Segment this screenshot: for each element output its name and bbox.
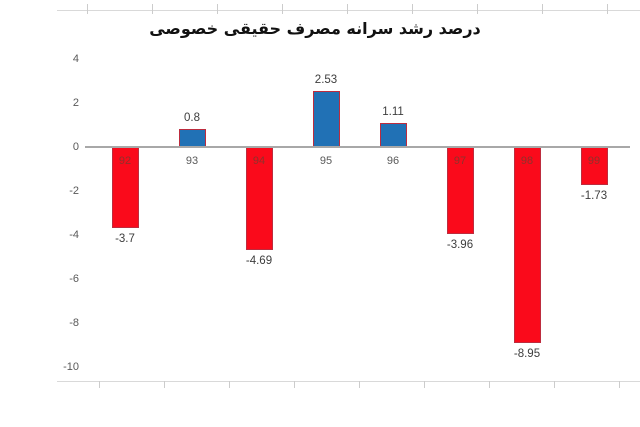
adjacent-axis-tick-bottom	[489, 381, 490, 388]
bar-95	[312, 91, 340, 147]
category-label-93: 93	[185, 155, 199, 167]
adjacent-axis-tick-bottom	[359, 381, 360, 388]
value-label-95: 2.53	[314, 74, 338, 87]
y-axis-label--8: -8	[69, 316, 79, 329]
x-axis-zero-line	[85, 145, 630, 148]
y-axis-label--6: -6	[69, 272, 79, 285]
category-label-94: 94	[252, 155, 266, 167]
bar-98	[513, 147, 541, 344]
bar-93	[178, 129, 206, 147]
category-label-95: 95	[319, 155, 333, 167]
adjacent-axis-tick-top	[412, 4, 413, 14]
adjacent-axis-tick-bottom	[424, 381, 425, 388]
adjacent-axis-tick-top	[152, 4, 153, 14]
category-label-92: 92	[118, 155, 132, 167]
y-axis-label--10: -10	[63, 360, 79, 373]
value-label-97: -3.96	[446, 238, 474, 251]
adjacent-axis-tick-bottom	[294, 381, 295, 388]
adjacent-chart-axis-bottom	[57, 381, 640, 382]
adjacent-axis-tick-top	[347, 4, 348, 14]
adjacent-axis-tick-top	[282, 4, 283, 14]
adjacent-axis-tick-top	[87, 4, 88, 14]
adjacent-axis-tick-top	[607, 4, 608, 14]
bar-99	[580, 147, 608, 185]
adjacent-chart-axis-top	[57, 10, 640, 11]
bar-94	[245, 147, 273, 250]
value-label-94: -4.69	[245, 254, 273, 267]
value-label-93: 0.8	[184, 112, 200, 125]
bar-97	[446, 147, 474, 234]
chart-title: درصد رشد سرانه مصرف حقیقی خصوصی	[149, 19, 481, 38]
value-label-98: -8.95	[513, 348, 541, 361]
bar-96	[379, 122, 407, 147]
y-axis-label-2: 2	[72, 97, 79, 110]
adjacent-axis-tick-bottom	[164, 381, 165, 388]
adjacent-axis-tick-bottom	[619, 381, 620, 388]
adjacent-axis-tick-bottom	[554, 381, 555, 388]
y-axis-label--4: -4	[69, 228, 79, 241]
adjacent-axis-tick-top	[542, 4, 543, 14]
value-label-99: -1.73	[580, 189, 608, 202]
adjacent-axis-tick-bottom	[99, 381, 100, 388]
adjacent-axis-tick-top	[217, 4, 218, 14]
adjacent-axis-tick-bottom	[229, 381, 230, 388]
value-label-96: 1.11	[382, 105, 404, 118]
y-axis-label--2: -2	[69, 184, 79, 197]
y-axis-label-0: 0	[72, 141, 79, 153]
category-label-98: 98	[520, 155, 534, 167]
adjacent-axis-tick-top	[477, 4, 478, 14]
bar-92	[111, 147, 139, 229]
category-label-97: 97	[453, 155, 467, 167]
category-label-96: 96	[386, 155, 400, 167]
y-axis-label-4: 4	[72, 53, 79, 66]
category-label-99: 99	[587, 155, 601, 167]
value-label-92: -3.7	[115, 233, 135, 246]
